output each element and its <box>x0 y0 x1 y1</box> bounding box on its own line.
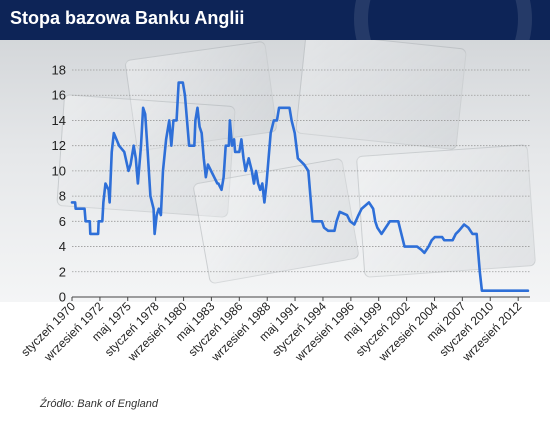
grid-lines <box>72 69 530 273</box>
y-tick-label: 6 <box>59 214 66 229</box>
banknote-background <box>0 40 550 302</box>
y-tick-label: 4 <box>59 239 66 254</box>
series-line <box>70 81 530 292</box>
y-tick-label: 18 <box>52 63 66 78</box>
y-tick-label: 0 <box>59 290 66 305</box>
series-layer <box>70 81 530 292</box>
header-bar: Stopa bazowa Banku Anglii <box>0 0 550 40</box>
y-tick-label: 12 <box>52 138 66 153</box>
y-tick-label: 2 <box>59 264 66 279</box>
y-tick-label: 14 <box>52 113 66 128</box>
y-tick-label: 8 <box>59 189 66 204</box>
y-tick-label: 16 <box>52 88 66 103</box>
source-note: Źródło: Bank of England <box>40 398 159 410</box>
y-axis: 0 2 4 6 8 10 12 14 16 18 <box>52 63 66 305</box>
y-tick-label: 10 <box>52 163 66 178</box>
header-decoration <box>354 0 532 40</box>
page-title: Stopa bazowa Banku Anglii <box>10 8 245 28</box>
